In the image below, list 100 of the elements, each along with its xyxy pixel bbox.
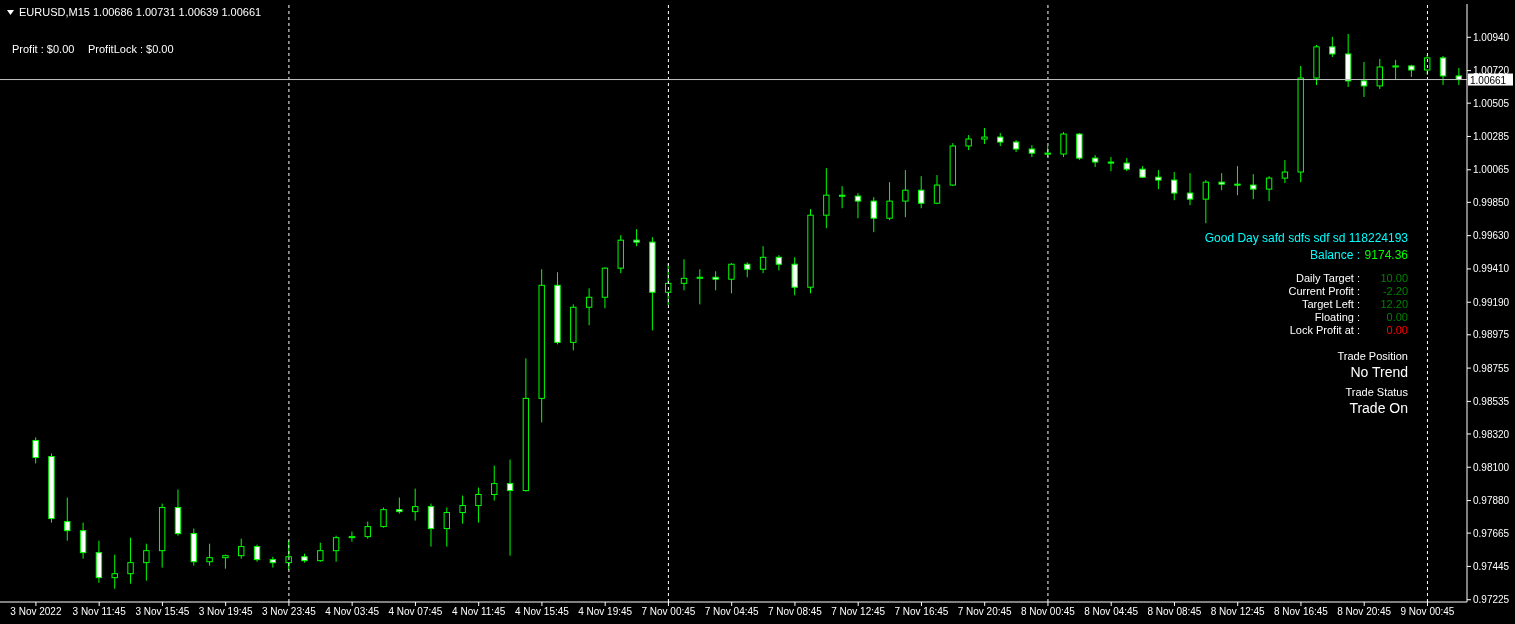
x-tick-label: 9 Nov 00:45 [1400,606,1455,618]
candlestick [886,181,893,221]
price-tag: 1.00661 [1468,73,1513,86]
candlestick [269,556,277,569]
candlestick [1171,171,1178,201]
x-tick-label: 3 Nov 15:45 [135,606,190,618]
annotation: 9174.36 [1364,248,1408,263]
x-tick-label: 4 Nov 19:45 [578,606,633,618]
candlestick [491,465,498,502]
candlestick [1392,59,1399,81]
candlestick [238,538,245,560]
x-tick-label: 7 Nov 20:45 [957,606,1013,618]
y-tick-label: 0.98535 [1473,395,1510,407]
x-tick-label: 4 Nov 15:45 [514,606,570,618]
annotation: -2.20 [1382,285,1408,298]
annotation: Balance : [1309,248,1360,263]
y-tick-label: 1.00505 [1473,97,1510,109]
x-tick-label: 7 Nov 08:45 [767,606,823,618]
candlestick [1107,156,1115,172]
candlestick [791,256,798,296]
candlestick [823,167,830,229]
y-tick-label: 1.00065 [1473,164,1510,176]
annotation: 0.00 [1386,311,1408,324]
x-tick-label: 7 Nov 00:45 [641,606,696,618]
annotation: Profit : $0.00 [12,43,75,56]
candlestick [902,169,909,218]
x-tick-label: 3 Nov 2022 [10,606,62,618]
candlestick [317,542,324,563]
annotation: 0.00 [1386,324,1408,337]
candlestick [380,507,387,529]
annotation: Lock Profit at : [1289,324,1360,337]
candlestick [427,503,435,548]
y-tick-label: 0.98320 [1473,428,1510,440]
candlestick [411,488,419,522]
candlestick [32,436,39,464]
candlestick [838,185,846,209]
candlestick [1281,159,1289,184]
candlestick [127,537,134,585]
candlestick [459,495,466,525]
candlestick [1329,36,1336,58]
x-tick-label: 7 Nov 16:45 [894,606,949,618]
candlestick [712,270,719,291]
annotation: Daily Target : [1296,272,1360,285]
candlestick [1155,169,1162,190]
chart-title: EURUSD,M15 1.00686 1.00731 1.00639 1.00661 [19,6,262,19]
x-tick-label: 8 Nov 16:45 [1273,606,1329,618]
candlestick [1234,165,1241,196]
candlestick [332,535,340,563]
x-tick-label: 8 Nov 04:45 [1084,606,1139,618]
x-tick-label: 8 Nov 20:45 [1337,606,1392,618]
candlestick [933,174,941,205]
candlestick [728,262,735,294]
candlestick [1250,173,1257,200]
x-tick-label: 7 Nov 12:45 [831,606,886,618]
candlestick [475,487,482,524]
candlestick [64,497,71,542]
x-tick-label: 4 Nov 11:45 [452,606,506,618]
candlestick [1376,58,1383,90]
candlestick [1202,179,1210,224]
candlestick [870,196,877,233]
y-tick-label: 0.99410 [1473,263,1510,275]
x-tick-label: 8 Nov 08:45 [1147,606,1202,618]
candlestick [111,554,118,590]
y-tick-label: 0.99190 [1473,296,1510,308]
candlestick [143,543,150,582]
candlestick [775,254,783,271]
candlestick [1091,154,1099,168]
candlestick [680,258,688,291]
y-tick-label: 0.99850 [1473,196,1510,208]
annotation: Floating : [1314,311,1360,324]
annotation: ProfitLock : $0.00 [88,43,174,56]
y-tick-label: 0.97880 [1473,495,1510,507]
x-tick-label: 8 Nov 00:45 [1020,606,1076,618]
y-tick-label: 0.98100 [1473,461,1510,473]
candlestick [854,192,862,219]
y-tick-label: 0.97225 [1473,594,1510,606]
x-tick-label: 4 Nov 03:45 [325,606,380,618]
candlestick [506,459,514,557]
annotation: Current Profit : [1288,285,1360,298]
x-tick-label: 3 Nov 11:45 [72,606,127,618]
y-tick-label: 0.98975 [1473,329,1510,341]
x-tick-label: 4 Nov 07:45 [388,606,443,618]
candlestick [759,245,767,274]
candlestick [1265,175,1273,202]
x-tick-label: 7 Nov 04:45 [704,606,760,618]
candlestick [1439,55,1447,86]
annotation: Good Day safd sdfs sdf sd 118224193 [1204,231,1408,246]
annotation: Target Left : [1301,298,1360,311]
y-tick-label: 0.99630 [1473,230,1510,242]
y-tick-label: 0.97665 [1473,527,1510,539]
candlestick [1360,61,1368,98]
candlestick [1028,144,1036,158]
candlestick [1186,172,1194,206]
candlestick [585,287,593,326]
annotation: Trade Position [1337,350,1408,363]
y-tick-label: 1.00285 [1473,131,1510,143]
ref-line-label: 1.00661 [1470,74,1507,86]
x-tick-label: 3 Nov 19:45 [198,606,254,618]
y-tick-label: 1.00940 [1473,31,1510,43]
x-tick-label: 3 Nov 23:45 [261,606,317,618]
